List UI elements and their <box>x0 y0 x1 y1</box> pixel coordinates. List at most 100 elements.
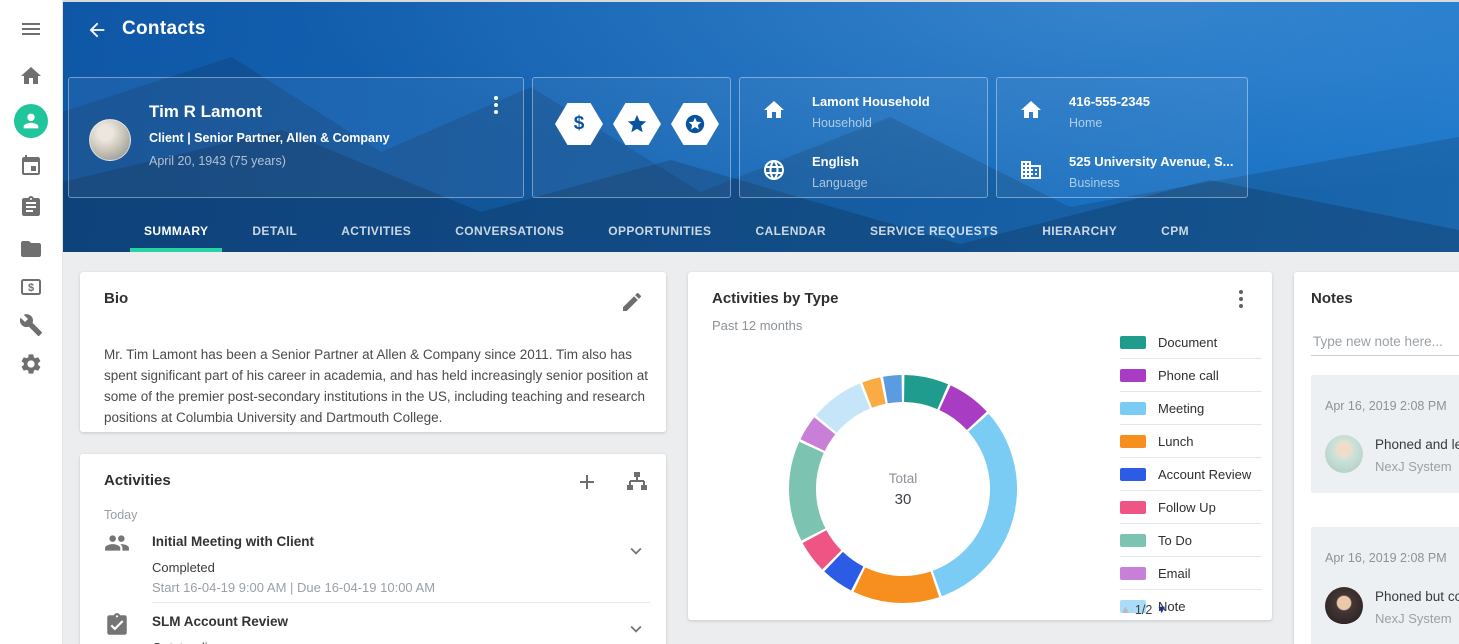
legend-item-to-do[interactable]: To Do <box>1120 524 1262 557</box>
language-value[interactable]: English <box>812 154 859 169</box>
legend-item-account-review[interactable]: Account Review <box>1120 458 1262 491</box>
people-icon <box>104 530 130 556</box>
legend-label: Follow Up <box>1158 499 1216 515</box>
contact-birthdate: April 20, 1943 (75 years) <box>149 154 286 168</box>
mountain-background <box>62 57 1459 252</box>
legend-item-phone-call[interactable]: Phone call <box>1120 359 1262 392</box>
activity-title: SLM Account Review <box>152 614 289 629</box>
address-label: Business <box>1069 176 1120 190</box>
phone-label: Home <box>1069 116 1103 130</box>
left-sidebar: $ <box>0 0 63 644</box>
legend-label: Account Review <box>1158 466 1252 482</box>
note-date: Apr 16, 2019 2:08 PM <box>1325 399 1447 413</box>
home-icon[interactable] <box>19 64 43 88</box>
tab-hierarchy[interactable]: HIERARCHY <box>1042 224 1118 238</box>
activities-card: Activities Today Initial Meeting with Cl… <box>80 454 666 644</box>
contact-badges-card: $ <box>532 77 731 198</box>
calendar-icon[interactable] <box>19 154 43 178</box>
legend-item-note[interactable]: Note <box>1120 590 1262 622</box>
row-divider <box>152 602 650 603</box>
household-card: Lamont Household Household English Langu… <box>739 77 988 198</box>
contact-summary-band: Tim R Lamont Client | Senior Partner, Al… <box>68 77 1248 198</box>
activity-schedule: Start 16-04-19 9:00 AM | Due 16-04-19 10… <box>152 580 436 595</box>
star-icon <box>627 114 647 133</box>
contact-menu-kebab-icon[interactable] <box>489 96 503 114</box>
legend-item-meeting[interactable]: Meeting <box>1120 392 1262 425</box>
chart-menu-kebab-icon[interactable] <box>1234 290 1248 308</box>
add-activity-icon[interactable] <box>575 470 599 494</box>
new-note-input[interactable] <box>1311 327 1459 356</box>
chart-title: Activities by Type <box>712 290 839 307</box>
billing-money-icon[interactable]: $ <box>19 275 43 299</box>
legend-label: Document <box>1158 334 1218 350</box>
back-arrow-icon[interactable] <box>86 19 108 41</box>
donut-segment-lunch[interactable] <box>853 567 940 603</box>
note-text: Phoned but co <box>1375 589 1459 604</box>
wrench-icon[interactable] <box>19 313 43 337</box>
activities-title: Activities <box>104 472 171 489</box>
tab-calendar[interactable]: CALENDAR <box>755 224 826 238</box>
donut-segment-document[interactable] <box>903 375 949 410</box>
legend-page-up-icon[interactable]: ▲ <box>1120 604 1131 616</box>
bio-text: Mr. Tim Lamont has been a Senior Partner… <box>104 346 649 425</box>
person-icon <box>23 113 39 129</box>
contact-identity-card: Tim R Lamont Client | Senior Partner, Al… <box>68 77 524 198</box>
tab-service-requests[interactable]: SERVICE REQUESTS <box>869 224 999 238</box>
business-address[interactable]: 525 University Avenue, S... <box>1069 154 1234 169</box>
dollar-badge[interactable]: $ <box>555 103 603 145</box>
tab-conversations[interactable]: CONVERSATIONS <box>455 224 565 238</box>
donut-segment[interactable] <box>883 375 903 404</box>
donut-segment-meeting[interactable] <box>932 413 1017 597</box>
tasks-clipboard-icon[interactable] <box>19 195 43 219</box>
legend-swatch <box>1120 500 1146 514</box>
note-item[interactable]: Apr 16, 2019 2:08 PM Phoned and le NexJ … <box>1311 375 1459 493</box>
tab-cpm[interactable]: CPM <box>1161 224 1190 238</box>
dollar-icon: $ <box>573 113 585 134</box>
note-date: Apr 16, 2019 2:08 PM <box>1325 551 1447 565</box>
donut-segment[interactable] <box>862 377 886 408</box>
legend-item-document[interactable]: Document <box>1120 326 1262 359</box>
note-item[interactable]: Apr 16, 2019 2:08 PM Phoned but co NexJ … <box>1311 527 1459 644</box>
summary-content: Bio Mr. Tim Lamont has been a Senior Par… <box>62 252 1459 644</box>
tab-detail[interactable]: DETAIL <box>252 224 298 238</box>
activity-status: Outstanding <box>152 640 222 644</box>
donut-segment-email[interactable] <box>800 417 836 452</box>
legend-item-follow-up[interactable]: Follow Up <box>1120 491 1262 524</box>
building-icon <box>1019 158 1043 182</box>
donut-segment-phone-call[interactable] <box>938 385 987 431</box>
notes-title: Notes <box>1311 290 1353 307</box>
donut-segment-to-do[interactable] <box>789 441 826 541</box>
tab-activities[interactable]: ACTIVITIES <box>341 224 412 238</box>
chevron-down-icon[interactable] <box>625 618 647 640</box>
sidebar-item-contacts-active[interactable] <box>14 104 48 138</box>
hamburger-menu-icon[interactable] <box>19 17 43 41</box>
legend-label: Lunch <box>1158 433 1194 449</box>
phone-number[interactable]: 416-555-2345 <box>1069 94 1150 109</box>
star-circle-badge[interactable] <box>671 103 719 145</box>
hierarchy-tree-icon[interactable] <box>625 470 649 494</box>
tab-summary[interactable]: SUMMARY <box>122 210 230 252</box>
legend-label: Email <box>1158 565 1191 581</box>
folder-icon[interactable] <box>19 237 43 261</box>
tab-opportunities[interactable]: OPPORTUNITIES <box>608 224 712 238</box>
activity-title: Initial Meeting with Client <box>152 534 314 549</box>
household-name[interactable]: Lamont Household <box>812 94 930 109</box>
donut-segment-follow-up[interactable] <box>802 529 842 570</box>
chevron-down-icon[interactable] <box>625 540 647 562</box>
contact-name: Tim R Lamont <box>149 102 263 121</box>
legend-page-down-icon[interactable]: ▼ <box>1156 604 1168 616</box>
contact-role: Client | Senior Partner, Allen & Company <box>149 131 390 145</box>
edit-pencil-icon[interactable] <box>620 290 644 314</box>
donut-segment-note[interactable] <box>816 383 871 434</box>
gear-icon[interactable] <box>19 352 43 376</box>
top-divider <box>62 0 1459 2</box>
legend-item-email[interactable]: Email <box>1120 557 1262 590</box>
note-author-avatar <box>1325 435 1363 473</box>
donut-segment-account-review[interactable] <box>824 551 864 591</box>
legend-item-lunch[interactable]: Lunch <box>1120 425 1262 458</box>
clipboard-check-icon <box>104 612 130 638</box>
chart-subtitle: Past 12 months <box>712 318 803 333</box>
legend-label: Note <box>1158 598 1186 614</box>
star-badge[interactable] <box>613 103 661 145</box>
